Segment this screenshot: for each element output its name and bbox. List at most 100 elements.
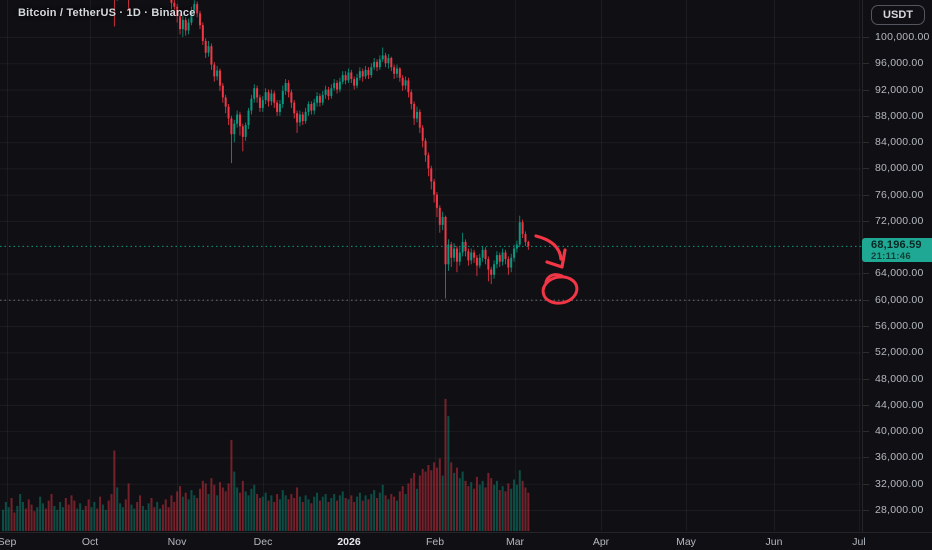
candle-wick — [128, 0, 130, 11]
candle-body — [350, 72, 353, 80]
volume-bar — [84, 505, 87, 531]
price-tick-label: 56,000.00 — [875, 320, 924, 333]
candle-body — [224, 97, 227, 107]
volume-bar — [464, 480, 467, 531]
volume-bar — [41, 503, 44, 531]
candle-body — [521, 222, 524, 235]
volume-bar — [7, 507, 10, 531]
candle-body — [447, 244, 450, 265]
price-tick-mark — [863, 142, 869, 144]
candle-wick — [242, 123, 244, 152]
candle-body — [495, 255, 498, 265]
time-axis[interactable]: Sep Oct Nov Dec 2026 Feb Mar Apr May Jun Jul — [0, 532, 932, 550]
candle-body — [267, 92, 270, 102]
arrow-annotation[interactable] — [534, 234, 563, 261]
volume-bar — [510, 488, 513, 531]
symbol-title[interactable]: Bitcoin / TetherUS · 1D · Binance — [18, 7, 196, 19]
volume-bar — [458, 478, 461, 531]
price-axis[interactable]: 100,000.00 96,000.00 92,000.00 88,000.00 84,… — [862, 0, 932, 532]
last-price-value: 68,196.59 — [871, 238, 922, 251]
volume-bar — [433, 462, 436, 531]
candle-body — [470, 252, 473, 261]
last-price-badge[interactable]: 68,196.59 21:11:46 — [862, 237, 932, 262]
volume-bar — [367, 499, 370, 531]
candle-body — [424, 140, 427, 156]
volume-bar — [455, 467, 458, 531]
ellipse-annotation-tail[interactable] — [544, 273, 564, 284]
price-tick-mark — [863, 168, 869, 170]
candle-body — [336, 82, 339, 90]
candle-body — [418, 111, 421, 128]
candle-body — [430, 168, 433, 182]
candle-body — [453, 248, 456, 258]
volume-bar — [387, 499, 390, 531]
volume-bar — [96, 508, 99, 531]
price-tick-mark — [863, 37, 869, 38]
candle-body — [253, 88, 256, 99]
candle-body — [433, 181, 436, 195]
volume-bar — [179, 486, 182, 531]
volume-bar — [136, 501, 139, 531]
volume-bar — [224, 491, 227, 531]
candle-wick — [490, 266, 492, 285]
candle-body — [278, 104, 281, 112]
volume-bar — [261, 496, 264, 531]
gridlines — [0, 0, 861, 531]
volume-bar — [524, 487, 527, 531]
currency-toggle-button[interactable]: USDT — [871, 5, 925, 25]
volume-bar — [321, 496, 324, 531]
volume-bar — [19, 494, 22, 531]
price-tick-mark — [863, 89, 869, 91]
volume-bar — [67, 504, 70, 531]
volume-bar — [79, 503, 82, 531]
candle-body — [324, 89, 327, 95]
volume-bar — [444, 399, 447, 531]
candle-body — [358, 71, 361, 78]
candle-body — [273, 93, 276, 103]
candle-body — [258, 97, 261, 108]
volume-bar — [196, 498, 199, 531]
price-tick-label: 28,000.00 — [875, 503, 924, 516]
volume-bar — [258, 498, 261, 531]
candle-body — [184, 19, 187, 31]
bar-countdown: 21:11:46 — [871, 250, 911, 262]
price-tick-label: 64,000.00 — [875, 267, 924, 280]
volume-bar — [381, 484, 384, 531]
volume-bar — [141, 505, 144, 531]
price-tick-mark — [863, 483, 869, 485]
volume-bar — [378, 492, 381, 531]
time-tick-label: Mar — [505, 536, 525, 548]
volume-bar — [159, 508, 162, 531]
candle-body — [438, 207, 441, 225]
volume-bar — [304, 495, 307, 531]
volume-bar — [470, 482, 473, 531]
volume-bar — [333, 494, 336, 531]
price-tick-mark — [863, 299, 869, 301]
volume-bar — [330, 498, 333, 531]
price-tick-mark — [863, 509, 869, 511]
volume-bar — [361, 500, 364, 531]
volume-bar — [467, 486, 470, 531]
volume-bar — [427, 465, 430, 531]
arrow-annotation-head[interactable] — [545, 248, 567, 269]
candle-body — [190, 10, 193, 23]
time-tick-label: Sep — [0, 536, 17, 548]
candle-body — [241, 126, 244, 137]
volume-bar — [10, 498, 13, 531]
candle-body — [395, 68, 398, 74]
volume-bar — [327, 501, 330, 531]
candle-body — [210, 46, 213, 65]
volume-bar — [47, 500, 50, 531]
volume-bar — [307, 499, 310, 531]
candle-body — [501, 252, 504, 262]
candle-body — [270, 93, 273, 102]
candle-body — [233, 123, 236, 135]
volume-bar — [139, 495, 142, 531]
candle-body — [444, 217, 447, 265]
volume-bar — [193, 495, 196, 531]
volume-bar — [167, 507, 170, 531]
candle-body — [407, 80, 410, 93]
ellipse-annotation[interactable] — [541, 274, 579, 306]
candle-body — [398, 68, 401, 78]
